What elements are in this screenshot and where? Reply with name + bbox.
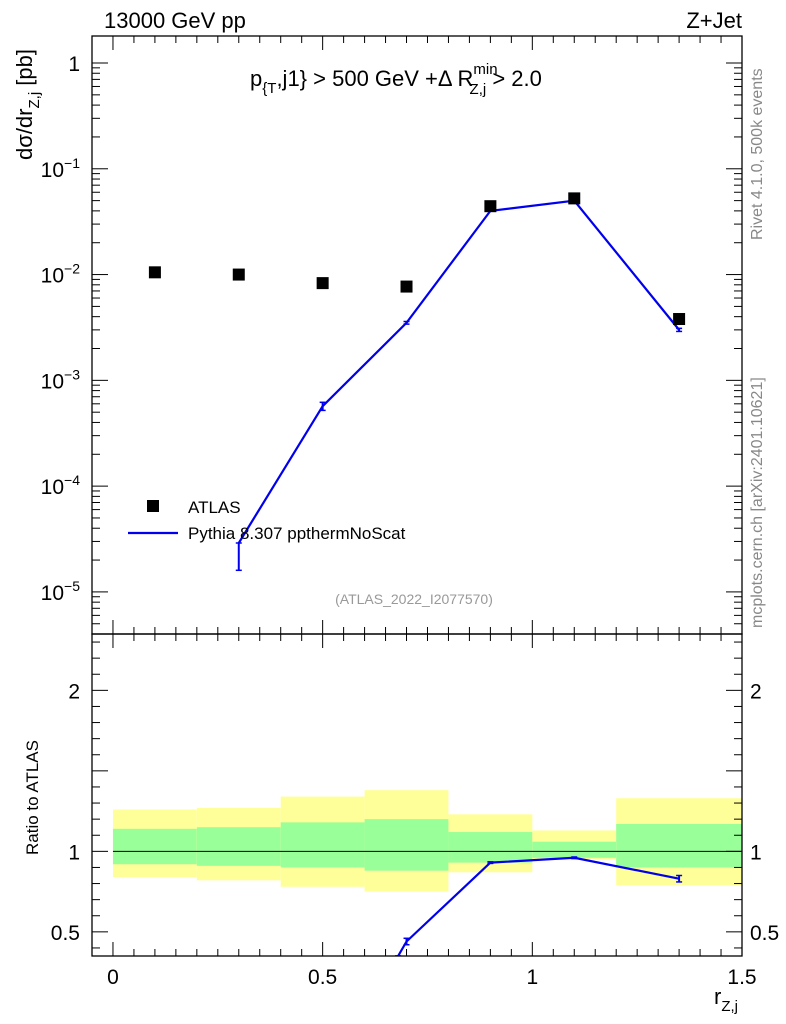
cut-label-tail: > 2.0 [486, 66, 542, 91]
y-tick-label-main-base-5: 10 [41, 582, 64, 605]
band-inner-3 [364, 819, 449, 871]
atlas-point-1 [232, 268, 245, 281]
x-tick-label-0: 0 [107, 966, 119, 989]
legend: ATLAS Pythia 8.307 ppthermNoScat [128, 498, 406, 543]
y-tick-label-ratio-right-1: 1 [750, 841, 762, 864]
header-right-title: Z+Jet [686, 8, 742, 33]
band-inner-5 [532, 841, 617, 858]
y-label-unit: [pb] [12, 49, 37, 92]
cut-label-p: p [250, 66, 262, 91]
atlas-point-4 [484, 200, 497, 213]
y-tick-label-main-exp-1: −1 [64, 155, 80, 171]
y-tick-label-main-1: 10−1 [41, 155, 81, 182]
cut-label-mid: ,j1} > 500 GeV +Δ R [276, 66, 473, 91]
y-tick-label-main-exp-2: −2 [64, 261, 80, 277]
y-tick-label-main-base-4: 10 [41, 476, 64, 499]
atlas-point-5 [568, 192, 581, 205]
y-tick-label-main-exp-3: −3 [64, 366, 80, 382]
band-inner-1 [196, 827, 281, 866]
analysis-id: (ATLAS_2022_I2077570) [335, 591, 493, 607]
y-label-main: dσ/dr [12, 109, 37, 161]
legend-atlas-label: ATLAS [188, 498, 241, 517]
band-inner-4 [448, 832, 533, 863]
x-label-main: r [714, 984, 721, 1009]
cut-label-r-sup: min [473, 61, 497, 78]
rivet-label: Rivet 4.1.0, 500k events [749, 68, 766, 240]
y-tick-label-main-3: 10−3 [41, 366, 81, 393]
y-tick-label-ratio-left-0: 0.5 [51, 922, 80, 945]
legend-atlas-marker [147, 500, 159, 512]
y-tick-label-main-4: 10−4 [41, 472, 81, 499]
y-tick-label-main-base-2: 10 [41, 265, 64, 288]
y-tick-label-ratio-right-0: 0.5 [750, 922, 779, 945]
ratio-panel-frame [91, 633, 743, 957]
legend-pythia-label: Pythia 8.307 ppthermNoScat [188, 524, 406, 543]
y-tick-label-ratio-left-2: 2 [68, 680, 80, 703]
y-tick-label-main-base-3: 10 [41, 370, 64, 393]
band-inner-0 [112, 828, 197, 865]
cut-label-p-sub: {T [262, 80, 276, 97]
y-axis-label-bottom: Ratio to ATLAS [23, 740, 42, 855]
main-panel-frame [91, 35, 743, 635]
x-label-sub: Z,j [721, 998, 738, 1015]
y-tick-label-ratio-left-1: 1 [68, 841, 80, 864]
ratio-panel-data [395, 856, 683, 956]
y-tick-label-main-exp-5: −5 [64, 578, 80, 594]
x-tick-label-2: 1 [526, 966, 538, 989]
atlas-point-6 [673, 313, 686, 326]
cut-label-r-sub: Z,j [470, 81, 487, 98]
ratio-bands [112, 790, 742, 892]
y-tick-label-main-2: 10−2 [41, 261, 81, 288]
y-axis-label-top: dσ/drZ,j [pb] [12, 49, 43, 160]
y-tick-label-main-5: 10−5 [41, 578, 81, 605]
header-left-title: 13000 GeV pp [104, 8, 246, 33]
y-label-sub: Z,j [26, 92, 43, 109]
y-tick-label-main-base-1: 10 [41, 159, 64, 182]
cut-label: p{T,j1} > 500 GeV +Δ Rmin Z,j > 2.0 [250, 61, 542, 98]
x-axis-label: rZ,j [714, 984, 738, 1015]
atlas-point-3 [400, 280, 413, 293]
mcplots-label: mcplots.cern.ch [arXiv:2401.10621] [749, 377, 766, 628]
main-panel-data [148, 192, 686, 572]
atlas-point-0 [148, 266, 161, 279]
y-tick-label-main-exp-4: −4 [64, 472, 80, 488]
y-tick-label-main-0: 1 [68, 53, 80, 76]
atlas-point-2 [316, 277, 329, 290]
x-tick-label-3: 1.5 [727, 966, 756, 989]
pythia-line [237, 199, 680, 544]
band-inner-2 [280, 822, 365, 868]
y-tick-label-ratio-right-2: 2 [750, 680, 762, 703]
band-inner-6 [616, 823, 742, 868]
x-tick-label-1: 0.5 [308, 966, 337, 989]
